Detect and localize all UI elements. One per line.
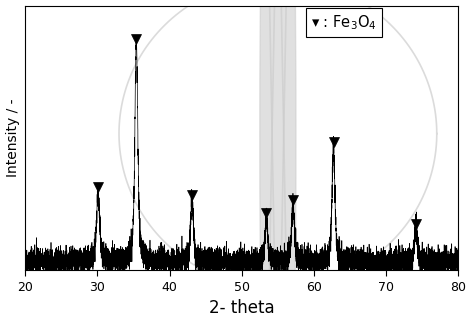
Text: $\blacktriangledown$ : Fe$_3$O$_4$: $\blacktriangledown$ : Fe$_3$O$_4$	[311, 14, 377, 32]
Y-axis label: Intensity / -: Intensity / -	[6, 99, 19, 177]
Circle shape	[260, 0, 296, 323]
X-axis label: 2- theta: 2- theta	[209, 299, 275, 318]
